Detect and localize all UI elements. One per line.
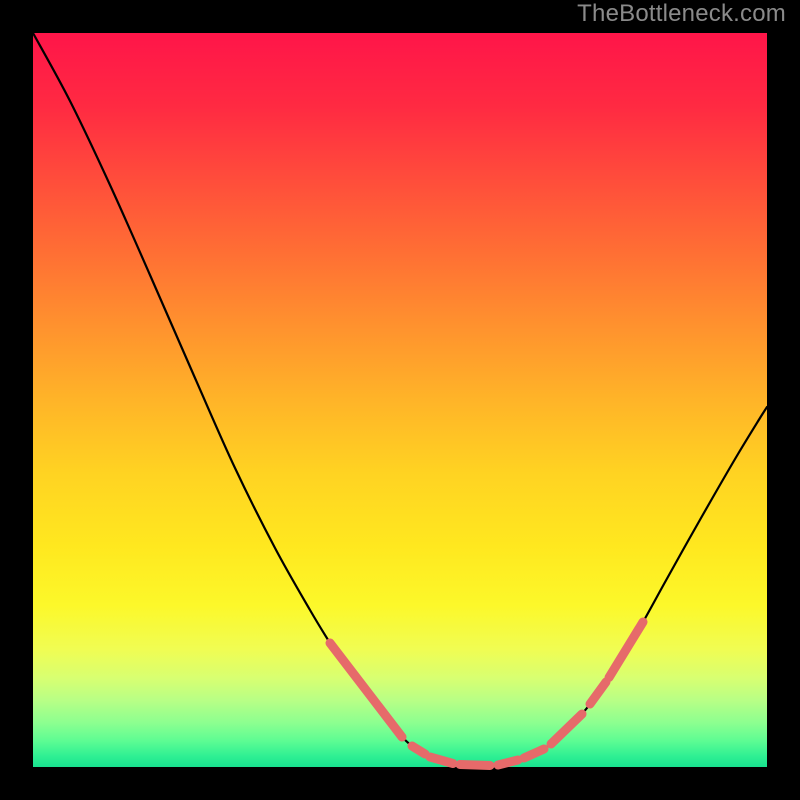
marker-segment <box>430 757 453 764</box>
chart-frame: TheBottleneck.com <box>0 0 800 800</box>
bottleneck-curve-chart <box>0 0 800 800</box>
marker-segment <box>460 765 490 766</box>
marker-segment <box>498 760 518 765</box>
plot-background <box>33 33 767 767</box>
